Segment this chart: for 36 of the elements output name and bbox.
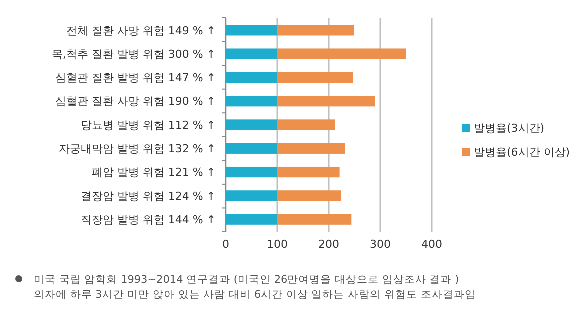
x-tick-label: 200 bbox=[318, 238, 340, 251]
bar bbox=[226, 48, 278, 60]
text: 의자에 하루 3시간 미만 앉아 있는 사람 대비 6시간 이상 일하는 사람의 위험도 조사결과임 bbox=[34, 289, 476, 301]
y-tick-label: 심혈관 질환 발병 위험 147 % ↑ bbox=[55, 72, 216, 85]
y-tick-label: 결장암 발병 위험 124 % ↑ bbox=[80, 190, 216, 203]
legend-label: 발병율(6시간 이상) bbox=[474, 146, 570, 159]
x-tick-label: 0 bbox=[222, 238, 230, 251]
y-tick-label: 폐암 발병 위험 121 % ↑ bbox=[92, 166, 216, 180]
bar bbox=[278, 190, 342, 202]
bar bbox=[226, 190, 278, 202]
bar bbox=[226, 120, 278, 130]
bar bbox=[278, 143, 346, 154]
legend-label: 발병율(3시간) bbox=[474, 122, 545, 135]
bar bbox=[278, 25, 354, 36]
bar bbox=[278, 214, 352, 225]
bar bbox=[278, 72, 354, 84]
bar bbox=[278, 166, 340, 178]
y-tick-label: 직장암 발병 위험 144 % ↑ bbox=[80, 213, 216, 226]
bar bbox=[278, 48, 406, 60]
bar bbox=[226, 96, 278, 107]
bar bbox=[278, 120, 336, 130]
x-tick-label: 300 bbox=[370, 238, 391, 251]
bar bbox=[278, 96, 376, 107]
text: 미국 국립 암학회 1993~2014 연구결과 (미국인 26만여명을 대상으로 임상조사 결과 ) bbox=[34, 274, 460, 286]
bar bbox=[226, 25, 278, 36]
y-tick-label: 심혈관 질환 사망 위험 190 % ↑ bbox=[55, 95, 216, 108]
bar bbox=[226, 166, 278, 178]
y-tick-label: 전체 질환 사망 위험 149 % ↑ bbox=[66, 24, 216, 38]
bar bbox=[226, 72, 278, 84]
bar bbox=[226, 214, 278, 225]
y-tick-label: 자궁내막암 발병 위험 132 % ↑ bbox=[58, 142, 216, 156]
x-tick-label: 100 bbox=[267, 238, 288, 251]
y-tick-label: 목,척추 질환 발병 위험 300 % ↑ bbox=[52, 48, 216, 61]
x-tick-label: 400 bbox=[422, 238, 442, 251]
bar bbox=[226, 143, 278, 154]
y-tick-label: 당뇨병 발병 위험 112 % ↑ bbox=[80, 118, 216, 132]
